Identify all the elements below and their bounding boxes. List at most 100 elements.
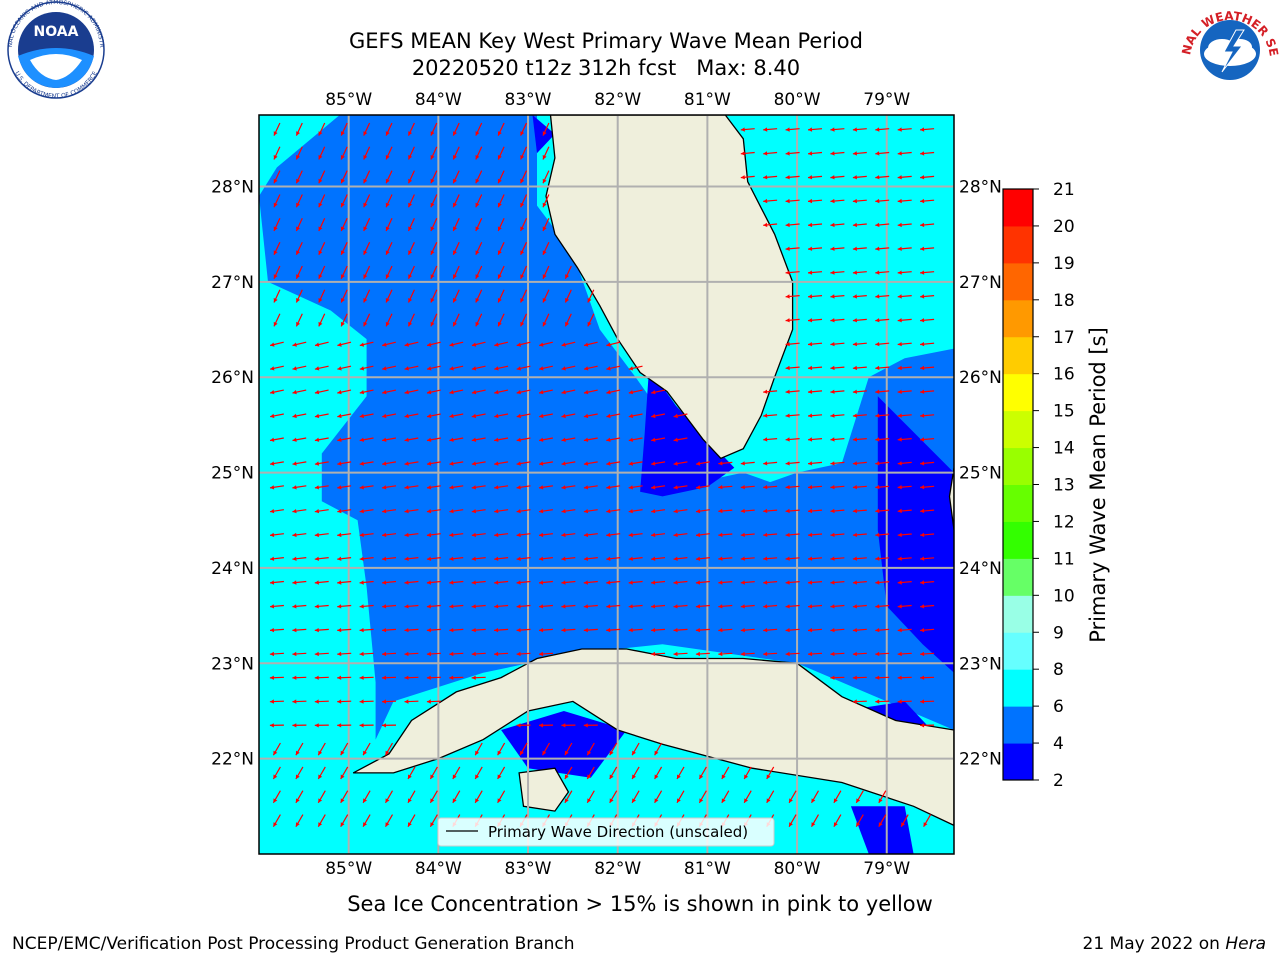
wave-arrow	[359, 723, 374, 728]
wave-arrow	[763, 532, 778, 537]
wave-arrow	[474, 742, 483, 756]
wave-arrow	[426, 675, 441, 680]
wave-arrow	[292, 461, 307, 466]
wave-arrow	[631, 790, 640, 804]
wave-arrow	[497, 218, 505, 232]
wave-arrow	[542, 146, 550, 160]
wave-arrow	[651, 485, 666, 490]
colorbar-tick-0: 2	[1053, 771, 1064, 791]
wave-arrow	[404, 509, 419, 514]
wave-arrow	[340, 289, 348, 303]
wave-arrow	[452, 122, 460, 136]
wave-arrow	[384, 790, 394, 804]
colorbar-tick-9: 14	[1053, 439, 1075, 459]
wave-arrow	[920, 270, 935, 275]
footer-left: NCEP/EMC/Verification Post Processing Pr…	[12, 934, 575, 954]
wave-arrow	[920, 532, 935, 537]
wave-arrow	[740, 651, 755, 657]
wave-arrow	[497, 289, 505, 303]
wave-arrow	[875, 580, 890, 585]
wave-arrow	[363, 265, 371, 279]
land-florida	[545, 115, 794, 460]
wave-arrow	[382, 509, 397, 514]
wave-arrow	[542, 313, 550, 327]
wave-arrow	[426, 628, 441, 633]
wave-arrow	[314, 628, 329, 633]
wave-arrow	[449, 365, 464, 371]
wave-arrow	[583, 461, 598, 466]
wave-arrow	[471, 628, 486, 633]
wave-arrow	[718, 485, 733, 490]
wave-arrow	[897, 628, 912, 633]
x-tick-bottom-0: 85°W	[325, 859, 372, 879]
wave-arrow	[471, 604, 486, 609]
wave-arrow	[807, 246, 823, 251]
wave-arrow	[318, 265, 326, 279]
wave-arrow	[586, 742, 595, 756]
wave-arrow	[430, 265, 438, 279]
wave-arrow	[475, 218, 483, 232]
wave-arrow	[272, 766, 281, 780]
wave-arrow	[920, 389, 935, 394]
colorbar-tick-12: 17	[1053, 328, 1075, 348]
wave-arrow	[269, 509, 284, 514]
wave-arrow	[628, 413, 643, 419]
wave-arrow	[807, 580, 823, 585]
wave-arrow	[269, 723, 284, 728]
wave-arrow	[897, 604, 912, 609]
wave-arrow	[673, 413, 688, 419]
wave-arrow	[474, 766, 483, 780]
wave-arrow	[497, 170, 505, 184]
wave-arrow	[852, 628, 867, 633]
wave-arrow	[295, 814, 304, 828]
colorbar: 2 4 6 8 9 10 11 12 13 14 15 16 17 18 19 20 21	[1002, 180, 1075, 791]
wave-arrow	[695, 509, 710, 514]
wave-arrow	[830, 151, 845, 156]
wave-arrow	[382, 341, 396, 347]
wave-arrow	[452, 241, 460, 256]
colorbar-tick-8: 13	[1053, 476, 1075, 496]
wave-arrow	[314, 604, 329, 609]
wave-arrow	[404, 699, 419, 704]
wave-arrow	[807, 485, 823, 490]
wave-arrow	[897, 175, 912, 180]
wave-arrow	[362, 742, 371, 756]
wave-arrow	[314, 580, 329, 585]
wave-arrow	[830, 532, 845, 537]
wave-arrow	[449, 461, 464, 466]
wave-arrow	[651, 437, 666, 442]
wave-arrow	[340, 194, 348, 208]
wave-arrow	[363, 218, 371, 232]
wave-arrow	[920, 198, 935, 204]
wave-arrow	[583, 604, 598, 609]
wave-arrow	[494, 628, 509, 633]
wave-arrow	[452, 790, 461, 804]
wave-arrow	[385, 122, 393, 136]
wave-arrow	[318, 218, 326, 232]
wave-arrow	[269, 485, 284, 490]
wave-arrow	[382, 628, 397, 633]
wave-arrow	[337, 341, 352, 347]
wave-arrow	[606, 365, 621, 371]
wave-arrow	[538, 365, 553, 371]
wave-arrow	[766, 790, 775, 804]
wave-arrow	[385, 170, 393, 184]
chart-title-line1: GEFS MEAN Key West Primary Wave Mean Per…	[349, 29, 863, 53]
wave-arrow	[583, 341, 598, 347]
wave-arrow	[494, 604, 509, 609]
wave-arrow	[449, 485, 464, 490]
y-tick-left-5: 27°N	[211, 273, 254, 293]
wave-arrow	[475, 194, 483, 208]
wave-arrow	[292, 509, 307, 514]
wave-arrow	[897, 318, 912, 323]
wave-arrow	[875, 628, 890, 633]
wave-arrow	[314, 556, 329, 561]
wave-arrow	[538, 628, 553, 633]
wave-arrow	[404, 437, 419, 442]
wave-arrow	[359, 532, 374, 538]
wave-arrow	[897, 508, 912, 514]
wave-arrow	[651, 532, 666, 538]
wave-arrow	[385, 146, 393, 160]
wave-arrow	[475, 265, 483, 279]
